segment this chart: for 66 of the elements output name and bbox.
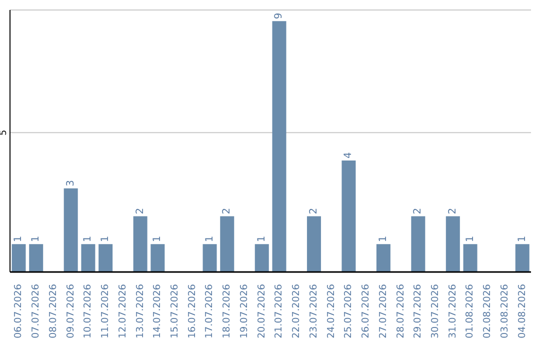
data-label: 2 xyxy=(222,208,233,214)
data-label: 1 xyxy=(100,236,112,242)
data-label: 1 xyxy=(82,236,94,242)
bar xyxy=(98,244,113,272)
x-tick-label: 20.07.2026 xyxy=(256,284,268,338)
x-tick-label: 15.07.2026 xyxy=(169,284,180,338)
bar xyxy=(306,216,321,272)
bar xyxy=(133,216,148,272)
bar xyxy=(411,216,426,272)
data-label: 1 xyxy=(516,236,528,242)
x-tick-label: 01.08.2026 xyxy=(464,284,476,338)
x-tick-label: 08.07.2026 xyxy=(48,284,59,338)
bar xyxy=(515,244,530,272)
data-label: 1 xyxy=(13,236,24,242)
data-label: 1 xyxy=(464,236,476,242)
data-label: 2 xyxy=(412,208,424,214)
data-label: 1 xyxy=(256,236,268,242)
bar xyxy=(150,244,165,272)
x-tick-label: 25.07.2026 xyxy=(343,284,354,338)
x-tick-label: 21.07.2026 xyxy=(274,284,285,338)
data-label: 2 xyxy=(308,208,320,214)
bar xyxy=(29,244,44,272)
x-tick-label: 07.07.2026 xyxy=(30,284,42,338)
x-tick-label: 03.08.2026 xyxy=(499,284,510,338)
x-tick-label: 31.07.2026 xyxy=(447,284,458,338)
x-tick-label: 11.07.2026 xyxy=(100,284,112,338)
bar xyxy=(342,160,356,272)
x-tick-label: 28.07.2026 xyxy=(395,284,406,338)
x-tick-label: 12.07.2026 xyxy=(117,284,128,338)
x-tick-label: 18.07.2026 xyxy=(222,284,233,338)
bar xyxy=(376,244,390,272)
data-label: 2 xyxy=(447,208,458,214)
bar xyxy=(254,244,269,272)
data-label: 3 xyxy=(65,180,76,186)
data-label: 1 xyxy=(152,236,164,242)
x-tick-label: 29.07.2026 xyxy=(412,284,424,338)
bar xyxy=(64,188,78,272)
x-tick-label: 13.07.2026 xyxy=(134,284,146,338)
bar xyxy=(463,244,478,272)
data-label: 1 xyxy=(378,236,389,242)
bar xyxy=(81,244,96,272)
bar xyxy=(202,244,217,272)
x-tick-label: 04.08.2026 xyxy=(516,284,528,338)
bar xyxy=(220,216,234,272)
x-tick-label: 09.07.2026 xyxy=(65,284,76,338)
x-tick-label: 16.07.2026 xyxy=(186,284,198,338)
x-tick-label: 27.07.2026 xyxy=(378,284,389,338)
x-tick-label: 17.07.2026 xyxy=(204,284,216,338)
data-label: 1 xyxy=(30,236,42,242)
x-tick-label: 06.07.2026 xyxy=(13,284,24,338)
x-tick-label: 22.07.2026 xyxy=(291,284,302,338)
data-label: 1 xyxy=(204,236,216,242)
x-tick-label: 14.07.2026 xyxy=(152,284,164,338)
x-tick-label: 19.07.2026 xyxy=(238,284,250,338)
x-tick-label: 26.07.2026 xyxy=(360,284,372,338)
x-tick-label: 10.07.2026 xyxy=(82,284,94,338)
x-tick-label: 30.07.2026 xyxy=(430,284,441,338)
bar xyxy=(12,244,26,272)
data-label: 2 xyxy=(134,208,146,214)
x-tick-label: 02.08.2026 xyxy=(482,284,494,338)
data-label: 4 xyxy=(343,152,354,159)
x-tick-label: 24.07.2026 xyxy=(326,284,337,338)
x-tick-label: 23.07.2026 xyxy=(308,284,320,338)
bar xyxy=(272,21,286,272)
bar xyxy=(446,216,460,272)
data-label: 9 xyxy=(274,12,285,20)
